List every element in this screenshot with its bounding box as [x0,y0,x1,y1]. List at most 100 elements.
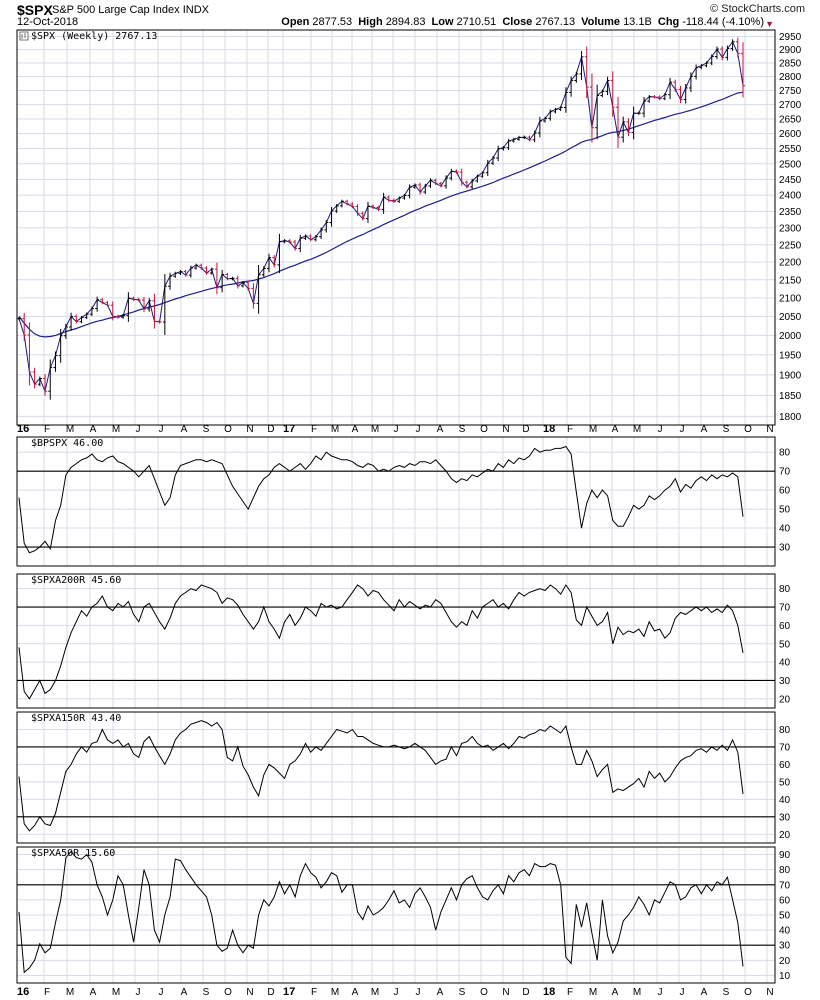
price-bar [673,79,678,92]
month-label: M [66,424,74,435]
price-bar [95,296,100,312]
price-bar [188,265,193,278]
index-name-text: S&P 500 Large Cap Index [52,4,180,16]
y-tick-label: 20 [779,830,791,841]
price-bar [230,276,235,281]
price-bar [522,135,527,140]
price-bar [537,116,542,138]
month-label: F [44,424,50,435]
month-label: A [701,987,708,998]
y-tick-label: 1900 [779,370,802,381]
y-tick-label: 2100 [779,293,802,304]
y-tick-label: 60 [779,895,791,906]
price-bar [308,234,313,242]
chart-date: 12-Oct-2018 [17,16,79,28]
y-tick-label: 2900 [779,45,802,56]
price-bar [501,146,506,151]
price-bar [225,272,230,281]
panel-label: $SPX (Weekly) 2767.13 [31,31,157,42]
month-label: J [136,987,141,998]
y-tick-label: 2500 [779,159,802,170]
price-bar [563,87,568,113]
price-bar [69,312,74,331]
month-label: M [331,424,339,435]
price-bar [485,159,490,177]
price-bar [204,266,209,275]
y-tick-label: 60 [779,486,791,497]
y-tick-label: 2550 [779,144,802,155]
price-bar [157,319,162,324]
month-label: A [90,987,97,998]
price-bar [89,306,94,317]
month-label: J [394,987,399,998]
price-bar [496,145,501,162]
panel-frame [16,846,776,984]
month-label: J [416,424,421,435]
price-bar [517,135,522,141]
month-label: M [589,424,597,435]
price-bar [527,135,532,142]
month-label: A [612,987,619,998]
price-bar [381,192,386,214]
high-label: High [358,16,383,28]
price-bar [605,76,610,96]
month-label: J [159,424,164,435]
price-bar [688,72,693,93]
panel-bpspx: 30 40 50 60 70 80 $BPSPX 46.00 [16,436,791,567]
price-bar [506,138,511,150]
month-label: S [459,424,466,435]
panel-spxa50r: 10 20 30 40 50 60 70 80 90 $SPXA50R 15.60 [16,846,791,984]
month-label: A [437,424,444,435]
price-bar [615,96,620,148]
price-bar [595,84,600,140]
year-label: 16 [17,423,29,435]
year-label: 17 [283,986,295,998]
y-tick-label: 60 [779,621,791,632]
month-label: N [502,424,509,435]
price-bar [43,374,48,396]
y-tick-label: 2950 [779,32,802,43]
price-bar [74,314,79,324]
price-bar [657,95,662,101]
price-bar [277,233,282,274]
month-label: O [480,987,488,998]
price-bar [339,199,344,208]
year-label: 18 [543,986,555,998]
price-bar [574,71,579,83]
price-bar [115,314,120,319]
month-label: M [633,987,641,998]
price-bar [32,367,37,389]
year-label: 17 [283,423,295,435]
price-bar [412,183,417,189]
month-label: A [437,987,444,998]
y-tick-label: 50 [779,911,791,922]
month-label: D [522,424,529,435]
month-label: N [766,987,773,998]
price-bar [475,174,480,183]
price-bar [683,83,688,104]
y-tick-label: 80 [779,448,791,459]
price-bar [282,239,287,244]
price-bar [397,196,402,203]
month-label: D [522,987,529,998]
y-tick-label: 40 [779,795,791,806]
y-tick-label: 2250 [779,240,802,251]
panel-spxa200r: 20 30 40 50 60 70 80 $SPXA200R 45.60 [16,573,791,709]
y-tick-label: 1950 [779,350,802,361]
price-bar [730,39,735,51]
price-bar [329,207,334,227]
price-bar [621,116,626,143]
price-bar [246,280,251,291]
price-bar [37,376,42,387]
panel-spxa150r: 20 30 40 50 60 70 80 $SPXA150R 43.40 [16,711,791,844]
price-bar [251,283,256,309]
y-tick-label: 30 [779,543,791,554]
month-label: M [112,424,120,435]
price-bar [303,234,308,240]
month-label: N [502,987,509,998]
price-bar [449,168,454,181]
stockcharts-logo[interactable]: © StockCharts.com [710,3,805,15]
panel-frame [16,711,776,844]
low-value: 2710.51 [456,16,497,28]
